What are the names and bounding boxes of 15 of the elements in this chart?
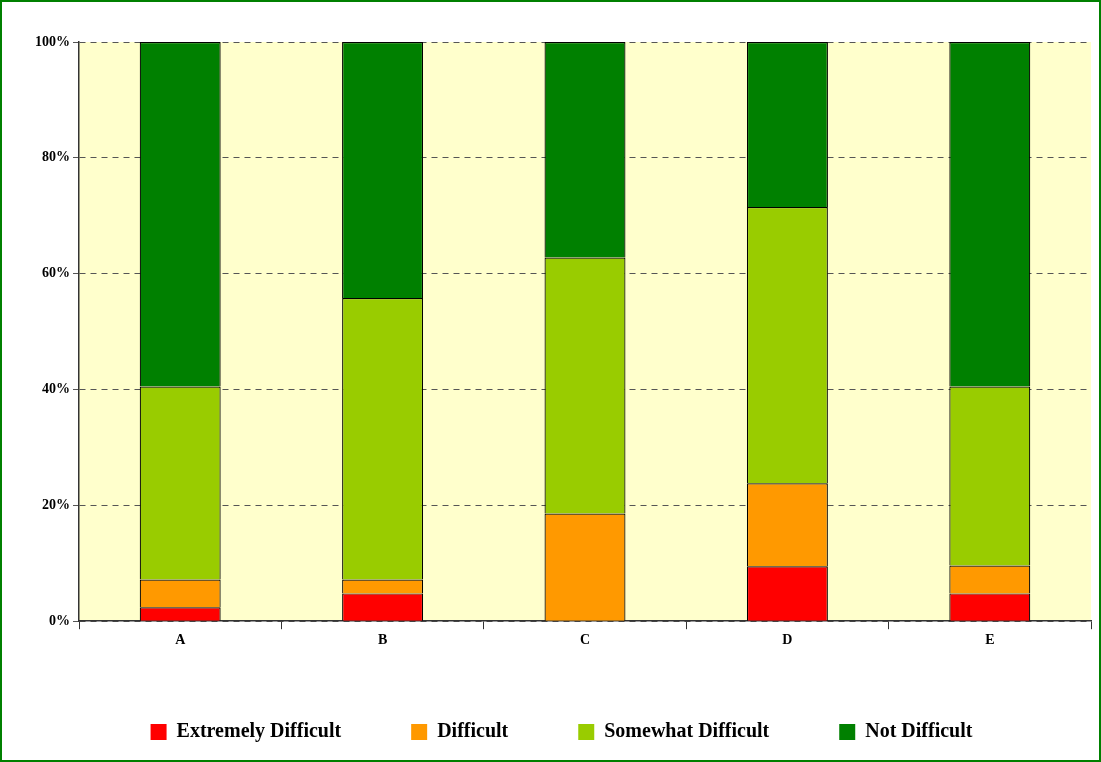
legend-label: Not Difficult: [865, 719, 973, 742]
legend-label: Extremely Difficult: [176, 719, 342, 743]
y-tick-label: 80%: [42, 149, 70, 165]
legend-label: Difficult: [437, 719, 509, 742]
y-tick-label: 20%: [42, 496, 70, 512]
y-tick-label: 100%: [35, 33, 70, 49]
y-tick-label: 0%: [49, 612, 70, 628]
x-tick-label: A: [175, 632, 187, 648]
x-tick-label: C: [579, 632, 591, 648]
y-tick-label: 60%: [42, 265, 70, 281]
x-tick-label: B: [377, 632, 388, 648]
x-tick-label: D: [782, 632, 793, 648]
y-tick-label: 40%: [42, 381, 70, 397]
x-tick-label: E: [985, 632, 995, 648]
legend-label: Somewhat Difficult: [604, 719, 770, 742]
